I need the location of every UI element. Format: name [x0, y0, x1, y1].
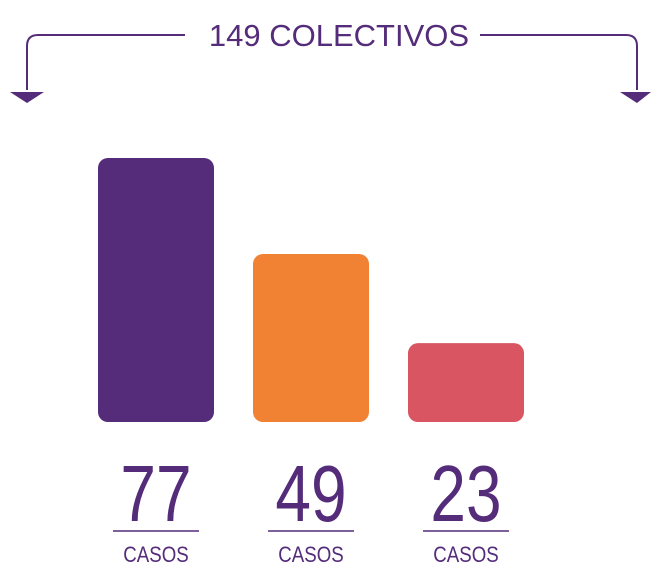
unit-label: CASOS: [123, 544, 188, 568]
bracket: [26, 34, 638, 90]
value-label: 49: [275, 449, 346, 538]
bar: [253, 254, 369, 422]
value-label: 77: [120, 449, 191, 538]
unit-label: CASOS: [278, 544, 343, 568]
bar: [98, 158, 214, 422]
bracket-left: [26, 34, 185, 90]
unit-label: CASOS: [433, 544, 498, 568]
value-label: 23: [430, 449, 501, 538]
arrow-right: [620, 92, 651, 103]
bar: [408, 343, 524, 422]
chart-title: 149 COLECTIVOS: [209, 18, 469, 53]
bracket-right: [480, 34, 638, 90]
arrow-left: [10, 92, 44, 103]
